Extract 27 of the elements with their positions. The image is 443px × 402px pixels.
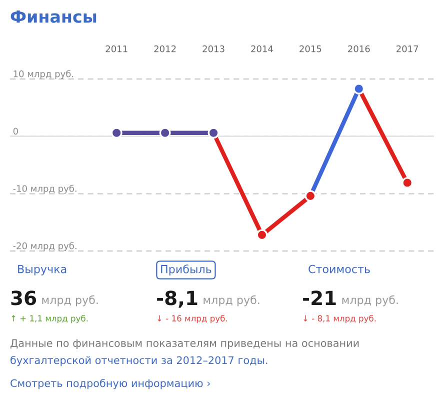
text: -8,1 bbox=[157, 290, 198, 308]
x-tick-label: 2014 bbox=[251, 45, 273, 52]
x-tick-label: 2013 bbox=[202, 45, 224, 52]
x-tick-label: 2015 bbox=[300, 45, 322, 52]
x-tick-label: 2016 bbox=[348, 45, 370, 52]
text: млрд руб. bbox=[342, 295, 398, 306]
text: бухгалтерской отчетности за 2012–2017 годы. bbox=[10, 356, 268, 366]
text: 36 bbox=[11, 290, 36, 306]
text: Стоимость bbox=[308, 264, 370, 274]
text: Смотреть подробную информацию › bbox=[10, 378, 210, 390]
text: Прибыль bbox=[161, 264, 212, 276]
text: ↓ - 8,1 млрд руб. bbox=[304, 314, 376, 324]
y-tick-label: 10 млрд руб. bbox=[14, 70, 74, 79]
y-tick-label: 0 bbox=[13, 128, 18, 135]
text: -21 bbox=[303, 290, 336, 305]
text: млрд руб. bbox=[204, 295, 260, 306]
x-tick-label: 2017 bbox=[396, 45, 418, 52]
x-tick-label: 2011 bbox=[106, 45, 128, 52]
y-tick-label: -10 млрд руб. bbox=[13, 184, 76, 194]
text: ↑ + 1,1 млрд руб. bbox=[12, 314, 88, 324]
text: Данные по финансовым показателям приведены на основании bbox=[10, 339, 359, 350]
chart-title: Финансы bbox=[10, 10, 96, 23]
text: Выручка bbox=[18, 264, 66, 276]
x-tick-label: 2012 bbox=[154, 45, 176, 52]
y-tick-label: -20 млрд руб. bbox=[13, 242, 76, 251]
text: ↓ - 16 млрд руб. bbox=[158, 314, 227, 324]
text: млрд руб. bbox=[42, 295, 98, 306]
